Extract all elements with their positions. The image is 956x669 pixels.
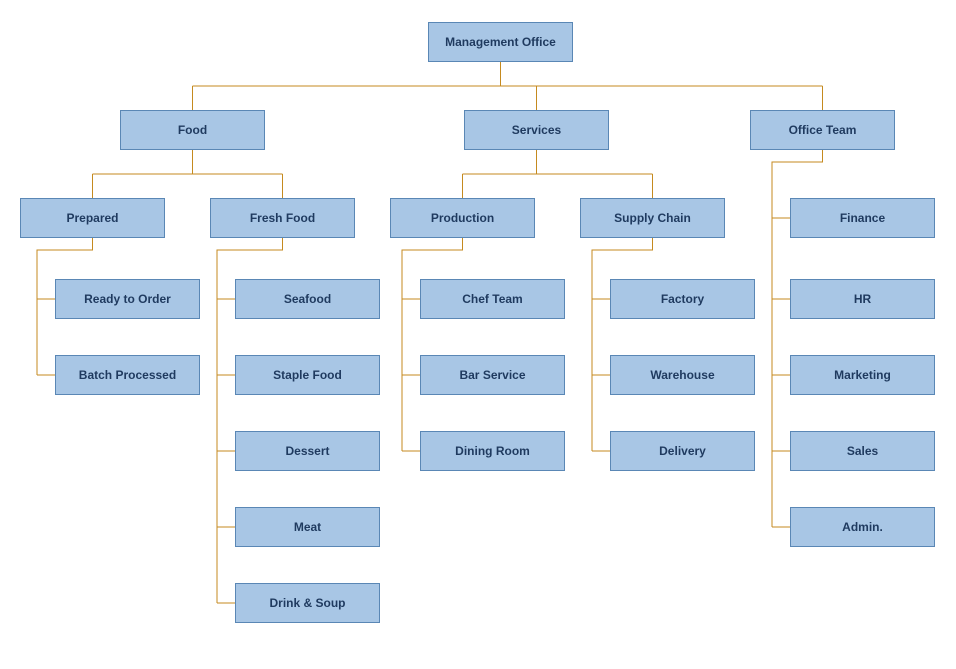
org-node-batch: Batch Processed [55, 355, 200, 395]
org-node-root: Management Office [428, 22, 573, 62]
org-node-finance: Finance [790, 198, 935, 238]
org-node-services: Services [464, 110, 609, 150]
org-chart: Management Office Food Services Office Team… [0, 0, 956, 669]
org-node-sales: Sales [790, 431, 935, 471]
org-node-meat: Meat [235, 507, 380, 547]
org-node-seafood: Seafood [235, 279, 380, 319]
org-edge [592, 238, 653, 451]
org-node-delivery: Delivery [610, 431, 755, 471]
edge-layer [0, 0, 956, 669]
org-node-production: Production [390, 198, 535, 238]
org-node-dessert: Dessert [235, 431, 380, 471]
org-node-prepared: Prepared [20, 198, 165, 238]
org-node-office: Office Team [750, 110, 895, 150]
org-node-chef: Chef Team [420, 279, 565, 319]
org-node-hr: HR [790, 279, 935, 319]
org-node-admin: Admin. [790, 507, 935, 547]
org-node-bar: Bar Service [420, 355, 565, 395]
org-node-warehouse: Warehouse [610, 355, 755, 395]
org-edge [402, 238, 463, 451]
org-node-food: Food [120, 110, 265, 150]
org-node-ready: Ready to Order [55, 279, 200, 319]
org-node-staple: Staple Food [235, 355, 380, 395]
org-node-drink: Drink & Soup [235, 583, 380, 623]
org-node-supply: Supply Chain [580, 198, 725, 238]
org-node-factory: Factory [610, 279, 755, 319]
org-node-fresh: Fresh Food [210, 198, 355, 238]
org-node-marketing: Marketing [790, 355, 935, 395]
org-node-dining: Dining Room [420, 431, 565, 471]
